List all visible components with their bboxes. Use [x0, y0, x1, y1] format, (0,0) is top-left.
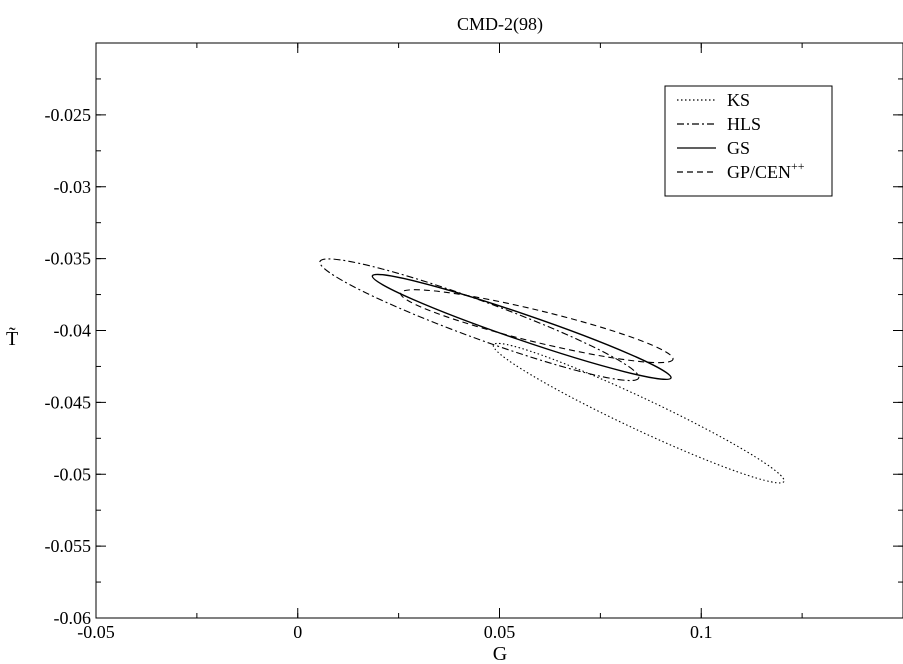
- series-ellipse-gp-cen: [400, 289, 674, 364]
- legend-label: GP/CEN++: [727, 159, 805, 182]
- legend-label: KS: [727, 90, 750, 110]
- y-tick-label: -0.05: [54, 464, 92, 484]
- chart-title: CMD-2(98): [457, 14, 543, 35]
- series-ellipse-gs: [371, 273, 672, 381]
- legend-box: [664, 85, 833, 197]
- legend-label: GS: [727, 138, 750, 158]
- series-ellipse-hls: [319, 258, 640, 382]
- series-ellipse-ks: [492, 342, 785, 484]
- x-tick-label: -0.05: [77, 622, 115, 642]
- x-tick-label: 0.05: [484, 622, 516, 642]
- series-layer: [319, 258, 785, 484]
- x-tick-label: 0.1: [690, 622, 713, 642]
- x-axis-label: G: [493, 643, 507, 664]
- y-tick-label: -0.035: [45, 249, 92, 269]
- y-tick-label: -0.03: [54, 177, 92, 197]
- x-tick-label: 0: [293, 622, 302, 642]
- y-tick-label: -0.025: [45, 105, 92, 125]
- legend-label: HLS: [727, 114, 761, 134]
- axis-ticks: -0.05 0 0.05 0.1 -0.06 -0.055 -0.05 -0.045 -0.04…: [45, 42, 903, 642]
- y-tick-label: -0.045: [45, 392, 92, 412]
- y-tick-label: -0.055: [45, 536, 92, 556]
- y-tick-label: -0.04: [54, 321, 92, 341]
- y-axis-label: T̃: [6, 326, 18, 350]
- y-tick-label: -0.06: [54, 608, 92, 628]
